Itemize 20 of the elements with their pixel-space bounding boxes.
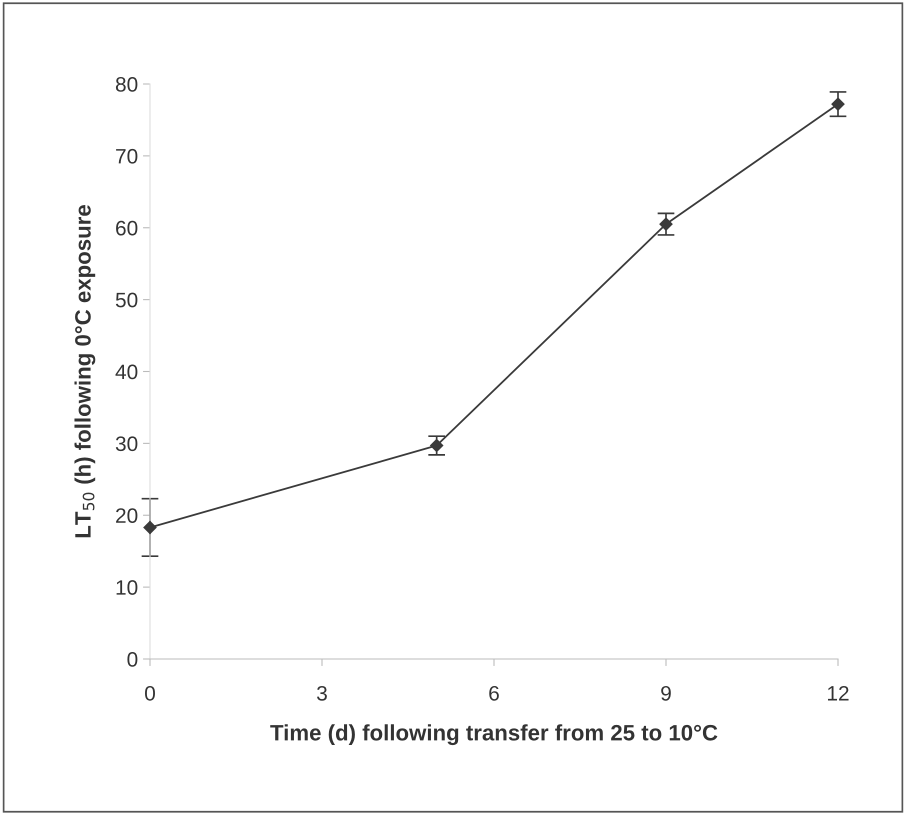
- y-tick-label: 70: [116, 148, 138, 164]
- y-tick-label: 80: [116, 77, 138, 92]
- x-tick-label: 12: [828, 686, 849, 700]
- x-axis-title: Time (d) following transfer from 25 to 10°C: [270, 724, 718, 746]
- y-tick-label: 60: [116, 220, 138, 236]
- point: [831, 98, 845, 111]
- y-tick-label: 0: [127, 652, 138, 667]
- point: [659, 218, 673, 231]
- x-tick-label: 3: [317, 686, 327, 701]
- y-tick-label: 50: [116, 292, 138, 308]
- y-tick-label: 30: [116, 436, 138, 452]
- y-tick-label: 20: [116, 508, 138, 524]
- point: [430, 438, 444, 452]
- y-tick-label: 40: [116, 364, 138, 380]
- x-tick-label: 6: [489, 686, 499, 701]
- x-tick-label: 0: [145, 686, 155, 701]
- point: [143, 520, 157, 534]
- y-tick-label: 10: [116, 580, 138, 595]
- x-tick-label: 9: [661, 686, 671, 701]
- y-axis-title: LT$_{50}$ (h) following 0°C exposure: [74, 205, 96, 538]
